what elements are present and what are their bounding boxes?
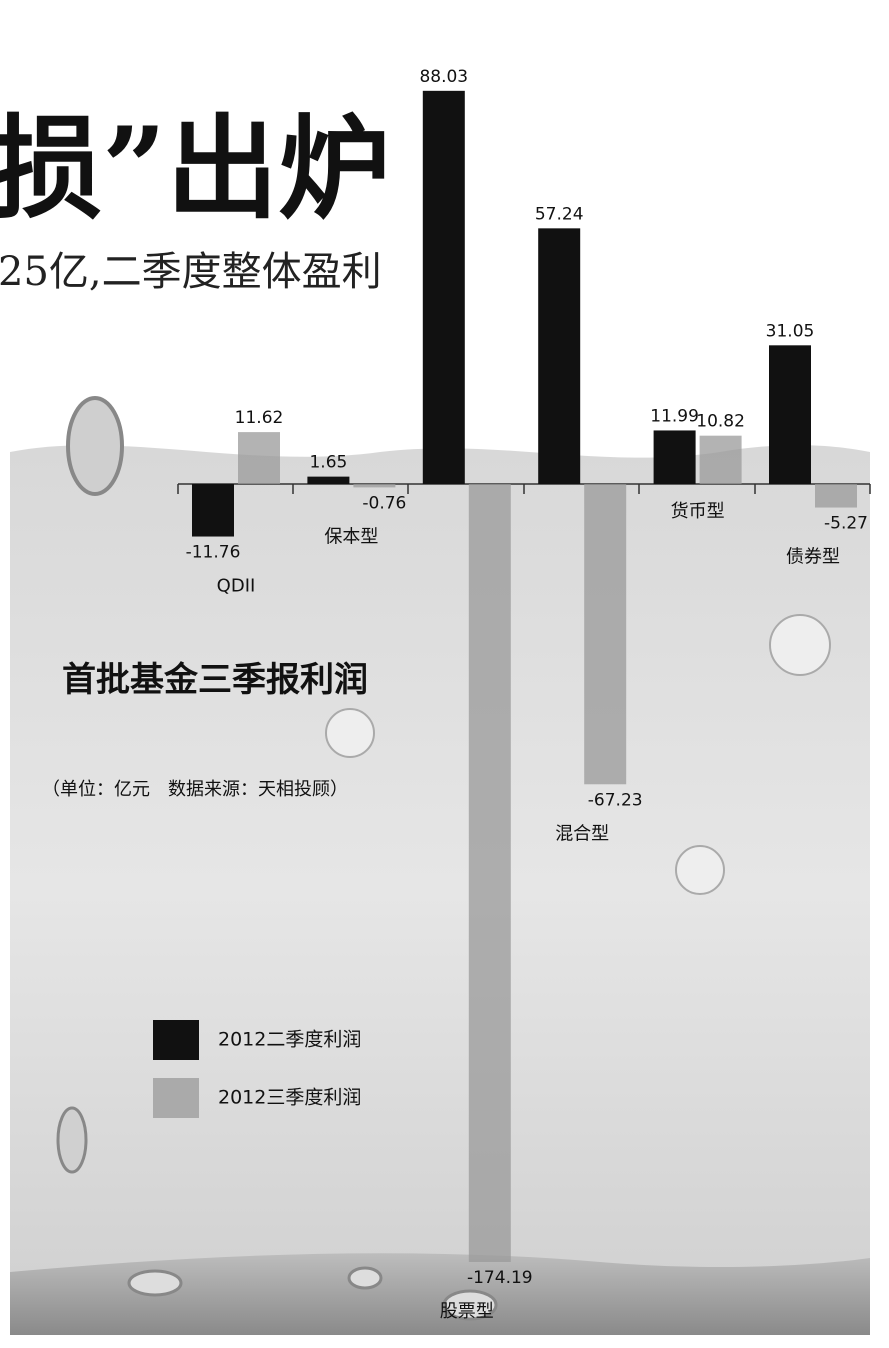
bar	[769, 345, 811, 484]
x-tick-label: 保本型	[324, 526, 378, 547]
value-label: -11.76	[186, 543, 241, 563]
water	[10, 445, 870, 1336]
bar	[584, 484, 627, 785]
bubble	[325, 708, 375, 758]
legend-swatch	[153, 1078, 199, 1118]
sea-floor	[10, 1253, 870, 1335]
x-tick-label: 混合型	[555, 823, 609, 844]
x-tick-label: 货币型	[671, 501, 725, 522]
value-label: -67.23	[588, 790, 643, 810]
bar	[538, 228, 581, 484]
headline: 损”出炉	[0, 103, 390, 234]
subheadline: 25亿,二季度整体盈利	[0, 249, 382, 295]
bubble	[675, 845, 725, 895]
note: （单位：亿元 数据来源：天相投顾）	[42, 779, 348, 800]
value-label: 31.05	[766, 321, 815, 341]
bar	[653, 430, 696, 484]
coin	[127, 1269, 183, 1297]
value-label: 11.62	[235, 408, 284, 428]
chart-title: 首批基金三季报利润	[62, 660, 368, 700]
coin	[442, 1289, 498, 1321]
value-label: -5.27	[824, 514, 868, 534]
x-tick-label: 债券型	[786, 547, 840, 568]
value-label: 10.82	[696, 412, 745, 432]
x-tick-label: QDII	[217, 576, 256, 597]
legend-swatch	[153, 1020, 199, 1060]
value-label: 1.65	[309, 453, 347, 473]
value-label: 57.24	[535, 204, 584, 224]
bar	[422, 90, 465, 485]
coin	[347, 1266, 383, 1290]
bar	[238, 432, 280, 484]
legend-label: 2012二季度利润	[218, 1029, 361, 1051]
bar	[468, 484, 511, 1262]
value-label: 11.99	[650, 406, 699, 426]
bar	[192, 484, 234, 537]
legend-label: 2012三季度利润	[218, 1087, 361, 1109]
x-tick-label: 股票型	[440, 1301, 494, 1322]
coin	[66, 396, 124, 496]
value-label: 88.03	[419, 67, 468, 87]
axis-ticks	[177, 484, 871, 494]
bar	[699, 435, 742, 484]
coin	[56, 1106, 88, 1174]
bar	[815, 484, 857, 508]
value-label: -0.76	[362, 493, 406, 513]
bubble	[769, 614, 831, 676]
bar	[307, 476, 350, 484]
value-label: -174.19	[467, 1268, 533, 1288]
bar	[353, 484, 396, 488]
